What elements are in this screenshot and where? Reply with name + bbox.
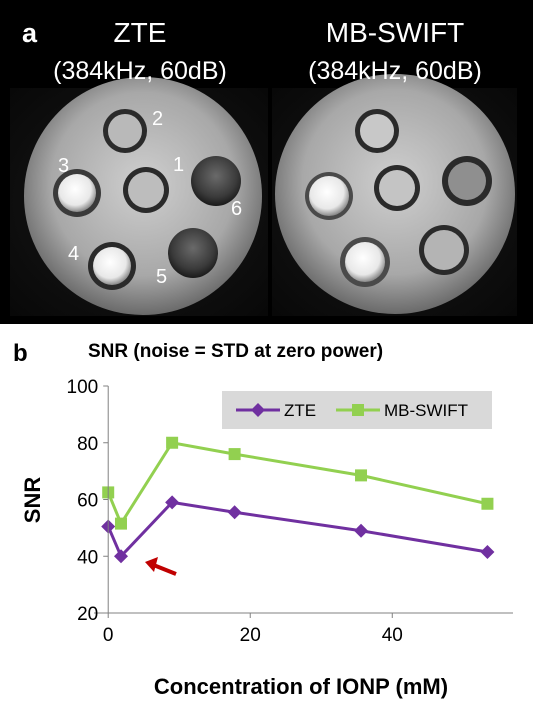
data-point-mb-swift — [481, 497, 494, 510]
data-point-mb-swift — [166, 436, 179, 449]
mri-image-panel: a ZTE (384kHz, 60dB) MB-SWIFT (384kHz, 6… — [0, 0, 533, 324]
legend-entry-label: MB-SWIFT — [384, 401, 468, 420]
vial-label-5: 5 — [156, 266, 167, 288]
y-tick-label: 60 — [77, 491, 98, 512]
snr-line-chart: b SNR (noise = STD at zero power) ZTE MB-… — [13, 340, 513, 699]
y-tick-label: 80 — [77, 434, 98, 455]
data-point-zte — [113, 549, 128, 564]
zte-phantom-disc — [24, 77, 262, 315]
series-line-zte — [106, 500, 488, 559]
y-tick-label: 40 — [77, 547, 98, 568]
panel-a-label: a — [22, 18, 38, 48]
data-point-zte — [165, 495, 180, 510]
x-tick-label: 20 — [240, 625, 261, 646]
data-point-mb-swift — [228, 448, 241, 461]
legend-swatch-marker — [352, 404, 364, 416]
legend-swatch-marker — [251, 403, 265, 417]
mri-images-svg: a ZTE (384kHz, 60dB) MB-SWIFT (384kHz, 6… — [10, 17, 517, 316]
mbswift-title: MB-SWIFT — [326, 17, 464, 48]
zte-subtitle: (384kHz, 60dB) — [53, 57, 227, 85]
y-tick-label: 20 — [77, 604, 98, 625]
data-point-zte — [354, 523, 369, 538]
vial-label-2: 2 — [152, 108, 163, 130]
annotation-arrow-head — [145, 557, 158, 572]
vial-label-3: 3 — [58, 155, 69, 177]
snr-chart-panel: b SNR (noise = STD at zero power) ZTE MB-… — [0, 324, 533, 703]
x-tick-label: 40 — [382, 625, 403, 646]
y-axis-label: SNR — [20, 477, 45, 524]
vial-label-1: 1 — [173, 154, 184, 176]
mbswift-subtitle: (384kHz, 60dB) — [308, 57, 482, 85]
panel-b-label: b — [13, 340, 28, 367]
zte-title: ZTE — [114, 17, 167, 48]
plot-area: ZTE MB-SWIFT — [101, 391, 495, 576]
data-point-mb-swift — [114, 517, 127, 530]
mbswift-phantom-disc — [275, 74, 515, 314]
legend-entry-label: ZTE — [284, 401, 316, 420]
x-axis-label: Concentration of IONP (mM) — [154, 674, 448, 699]
y-tick-label: 100 — [67, 377, 99, 398]
vial-label-4: 4 — [68, 243, 79, 265]
data-point-zte — [227, 505, 242, 520]
data-point-mb-swift — [355, 469, 368, 482]
vial-label-6: 6 — [231, 198, 242, 220]
data-point-zte — [480, 544, 495, 559]
x-tick-label: 0 — [103, 625, 114, 646]
chart-title: SNR (noise = STD at zero power) — [88, 341, 383, 362]
